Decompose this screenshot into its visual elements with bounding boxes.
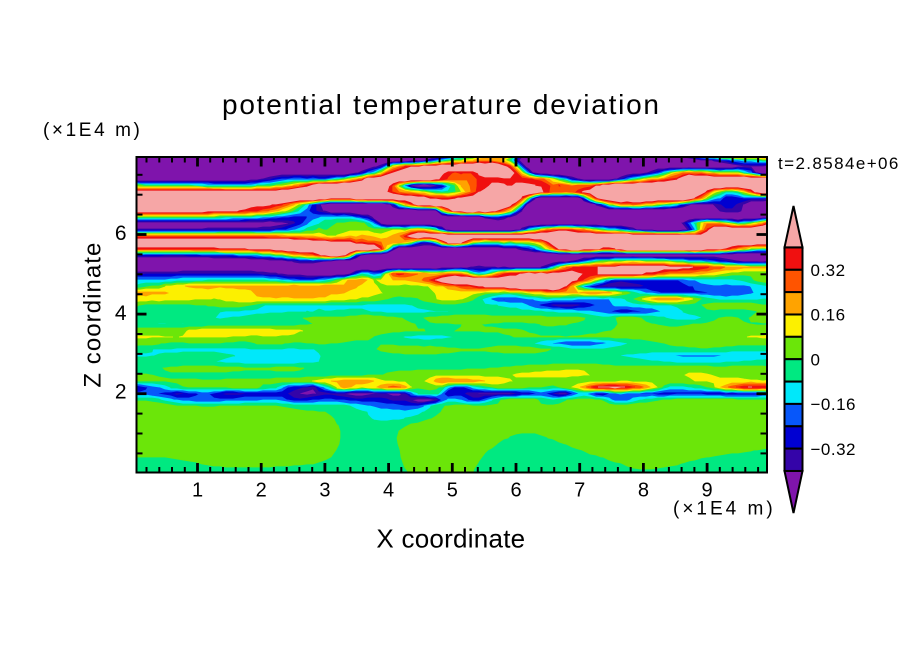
svg-text:Z coordinate: Z coordinate	[80, 242, 107, 388]
svg-text:6: 6	[115, 222, 127, 245]
svg-text:9: 9	[702, 480, 713, 502]
svg-text:(×1E4 m): (×1E4 m)	[673, 499, 776, 520]
svg-text:t=2.8584e+06: t=2.8584e+06	[778, 154, 900, 173]
svg-text:0.32: 0.32	[811, 261, 846, 280]
svg-text:4: 4	[383, 480, 394, 502]
svg-text:5: 5	[447, 480, 458, 502]
svg-text:−0.32: −0.32	[811, 440, 857, 459]
svg-text:0: 0	[811, 350, 821, 369]
svg-text:4: 4	[115, 302, 127, 325]
svg-text:(×1E4 m): (×1E4 m)	[43, 120, 142, 141]
svg-text:3: 3	[319, 480, 330, 502]
svg-text:−0.16: −0.16	[811, 395, 857, 414]
svg-text:1: 1	[192, 480, 203, 502]
svg-text:8: 8	[638, 480, 649, 502]
svg-text:potential temperature deviatio: potential temperature deviation	[222, 89, 661, 120]
svg-text:7: 7	[574, 480, 585, 502]
svg-text:X coordinate: X coordinate	[376, 524, 525, 554]
svg-text:0.16: 0.16	[811, 306, 846, 325]
svg-text:2: 2	[256, 480, 267, 502]
svg-text:6: 6	[510, 480, 521, 502]
svg-text:2: 2	[115, 381, 127, 404]
